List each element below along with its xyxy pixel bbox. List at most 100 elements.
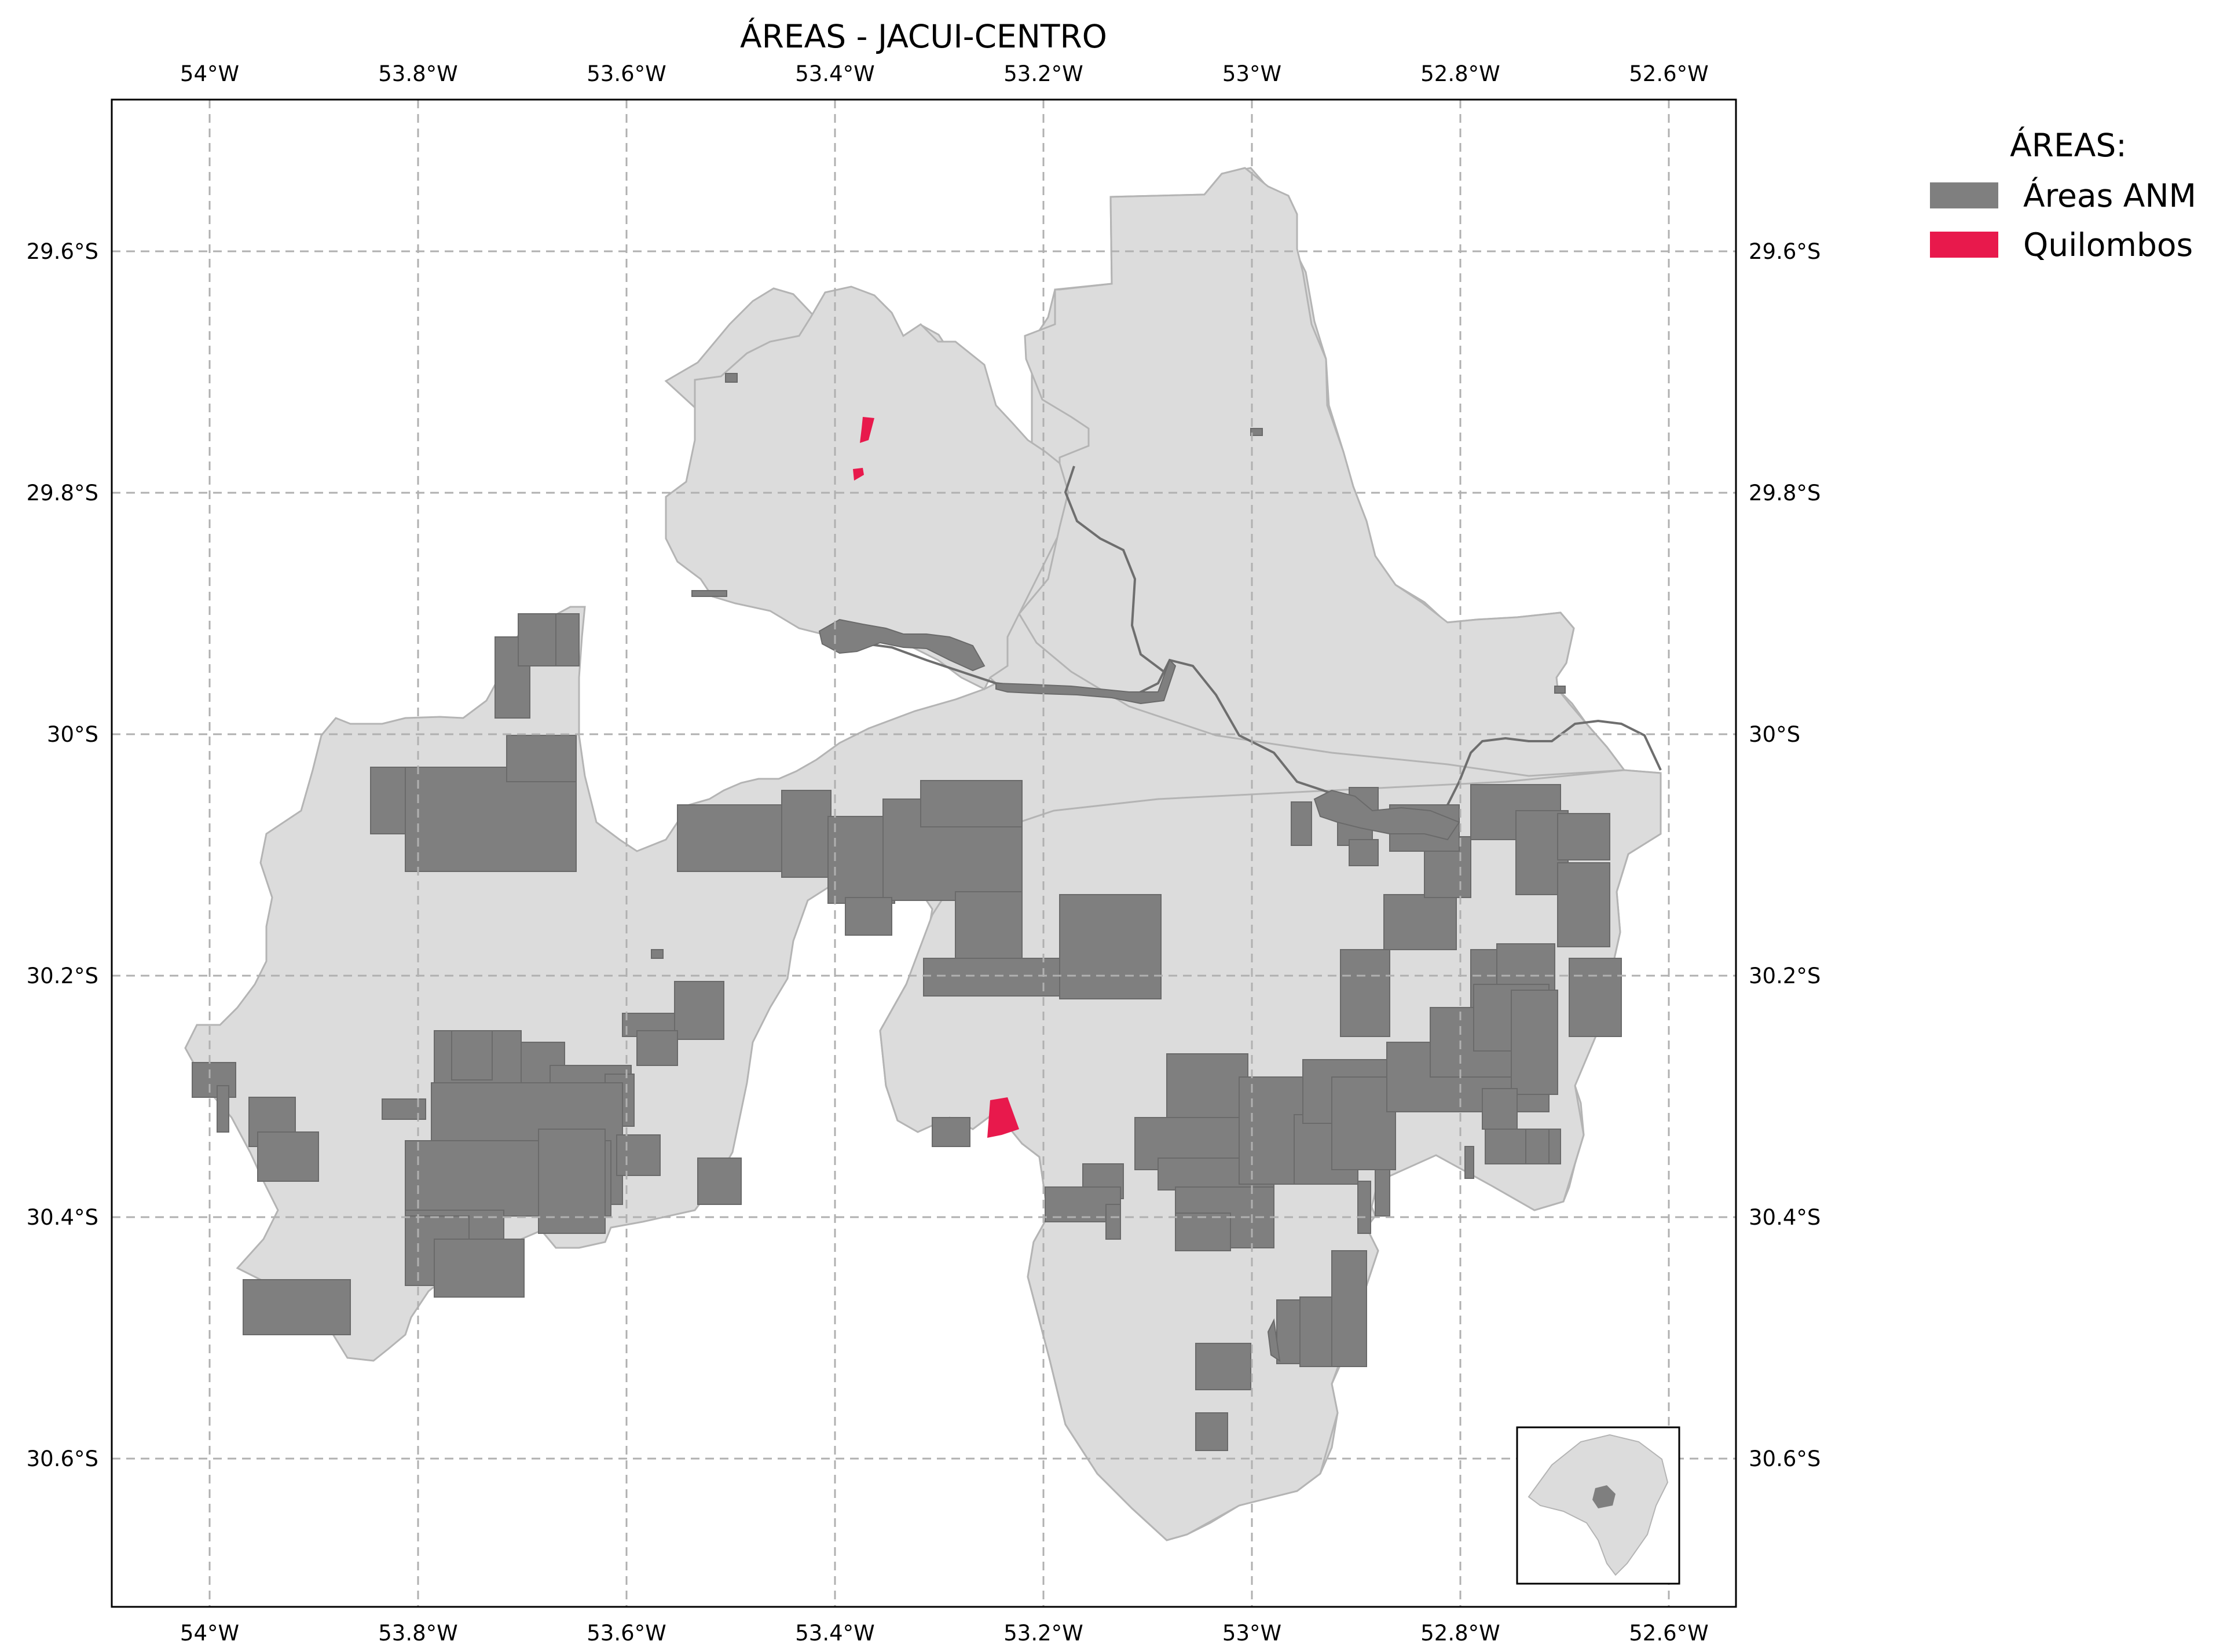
lon-tick-labels-top: 54°W 53.8°W 53.6°W 53.4°W 53.2°W 53°W 52…: [180, 61, 1709, 86]
anm-area: [1267, 1318, 1281, 1362]
gridlines: [112, 100, 1736, 1607]
lon-tick-label: 53.4°W: [795, 61, 874, 86]
anm-area: [1511, 990, 1558, 1095]
lat-tick-label: 30.4°S: [27, 1205, 98, 1230]
anm-area: [434, 1239, 525, 1298]
map-axes: [112, 100, 1736, 1607]
anm-area: [818, 618, 986, 672]
anm-areas: [192, 373, 1622, 1451]
lat-tick-label: 30°S: [47, 722, 98, 747]
lat-tick-label: 30.6°S: [1749, 1446, 1821, 1471]
lat-tick-label: 30.6°S: [27, 1446, 98, 1471]
legend-label-anm: Áreas ANM: [2023, 177, 2196, 214]
quilombo-area: [860, 417, 874, 443]
legend: ÁREAS: Áreas ANM Quilombos: [1930, 127, 2196, 263]
quilombo-area: [853, 468, 864, 481]
lat-tick-label: 29.6°S: [1749, 239, 1821, 264]
anm-area: [506, 735, 577, 782]
anm-area: [1464, 1146, 1474, 1179]
anm-area: [1105, 1204, 1121, 1240]
anm-area: [616, 1134, 661, 1176]
anm-area: [781, 790, 832, 878]
anm-area: [1525, 1129, 1550, 1164]
lon-tick-labels-bottom: 54°W 53.8°W 53.6°W 53.4°W 53.2°W 53°W 52…: [180, 1621, 1709, 1646]
anm-area: [451, 1030, 493, 1080]
lat-tick-label: 30.2°S: [1749, 964, 1821, 988]
legend-title: ÁREAS:: [2010, 127, 2127, 164]
lat-tick-label: 30°S: [1749, 722, 1800, 747]
anm-area: [1340, 949, 1390, 1037]
lon-tick-label: 53°W: [1222, 61, 1281, 86]
lon-tick-label: 54°W: [180, 1621, 239, 1646]
anm-area: [955, 891, 1023, 962]
anm-area: [1059, 894, 1162, 999]
anm-area: [382, 1098, 426, 1120]
anm-area: [217, 1085, 229, 1133]
legend-label-quilombos: Quilombos: [2023, 226, 2193, 263]
anm-area: [405, 767, 577, 872]
lon-tick-label: 53.6°W: [587, 61, 666, 86]
anm-area: [1482, 1088, 1518, 1130]
anm-area: [674, 981, 724, 1040]
anm-area: [1175, 1213, 1231, 1251]
lon-tick-label: 52.6°W: [1629, 61, 1708, 86]
lon-tick-label: 53.2°W: [1003, 61, 1083, 86]
anm-area: [1357, 1181, 1371, 1234]
inset-locator: [1516, 1426, 1680, 1585]
anm-area: [1569, 958, 1622, 1037]
anm-area: [697, 1158, 742, 1205]
anm-area: [1250, 428, 1263, 436]
lon-tick-label: 53.6°W: [587, 1621, 666, 1646]
lat-tick-label: 30.2°S: [27, 964, 98, 988]
anm-area: [677, 804, 782, 872]
anm-area: [1554, 686, 1566, 694]
anm-area: [651, 949, 664, 959]
anm-area: [538, 1129, 606, 1234]
anm-area: [995, 659, 1177, 705]
anm-area: [1557, 813, 1610, 860]
anm-area: [243, 1279, 351, 1335]
anm-area: [636, 1030, 678, 1066]
map-title: ÁREAS - JACUI-CENTRO: [740, 18, 1107, 55]
lat-tick-label: 29.8°S: [1749, 481, 1821, 506]
anm-area: [845, 897, 892, 936]
quilombo-area: [987, 1097, 1019, 1138]
lon-tick-label: 53.2°W: [1003, 1621, 1083, 1646]
lon-tick-label: 53.8°W: [378, 61, 457, 86]
anm-area: [920, 780, 1023, 827]
lon-tick-label: 52.8°W: [1420, 61, 1500, 86]
legend-swatch-quilombos: [1930, 232, 1998, 258]
axes-frame: [111, 98, 1737, 1608]
anm-area: [1291, 801, 1312, 846]
anm-area: [1375, 1169, 1390, 1217]
anm-area: [1195, 1343, 1251, 1390]
lat-tick-label: 30.4°S: [1749, 1205, 1821, 1230]
lat-tick-label: 29.8°S: [27, 481, 98, 506]
anm-area: [555, 613, 580, 666]
quilombos: [853, 417, 1019, 1138]
anm-area: [725, 373, 738, 383]
lon-tick-label: 52.8°W: [1420, 1621, 1500, 1646]
lon-tick-label: 54°W: [180, 61, 239, 86]
lat-tick-labels-left: 29.6°S 29.8°S 30°S 30.2°S 30.4°S 30.6°S: [27, 239, 98, 1471]
lon-tick-label: 53.4°W: [795, 1621, 874, 1646]
anm-area: [1331, 1250, 1367, 1367]
anm-area: [1383, 894, 1457, 950]
anm-area: [1331, 1076, 1396, 1170]
inset-region-highlight: [1592, 1485, 1616, 1508]
legend-swatch-anm: [1930, 182, 1998, 208]
river-tributary: [1064, 466, 1165, 673]
lat-tick-label: 29.6°S: [27, 239, 98, 264]
anm-area: [691, 590, 727, 597]
anm-area: [1313, 789, 1460, 841]
anm-area: [1349, 839, 1379, 866]
lon-tick-label: 53°W: [1222, 1621, 1281, 1646]
lon-tick-label: 52.6°W: [1629, 1621, 1708, 1646]
lon-tick-label: 53.8°W: [378, 1621, 457, 1646]
anm-area: [1557, 862, 1610, 947]
anm-area: [932, 1117, 970, 1147]
anm-area: [1195, 1412, 1228, 1451]
anm-area: [1166, 1053, 1248, 1127]
lat-tick-labels-right: 29.6°S 29.8°S 30°S 30.2°S 30.4°S 30.6°S: [1749, 239, 1821, 1471]
